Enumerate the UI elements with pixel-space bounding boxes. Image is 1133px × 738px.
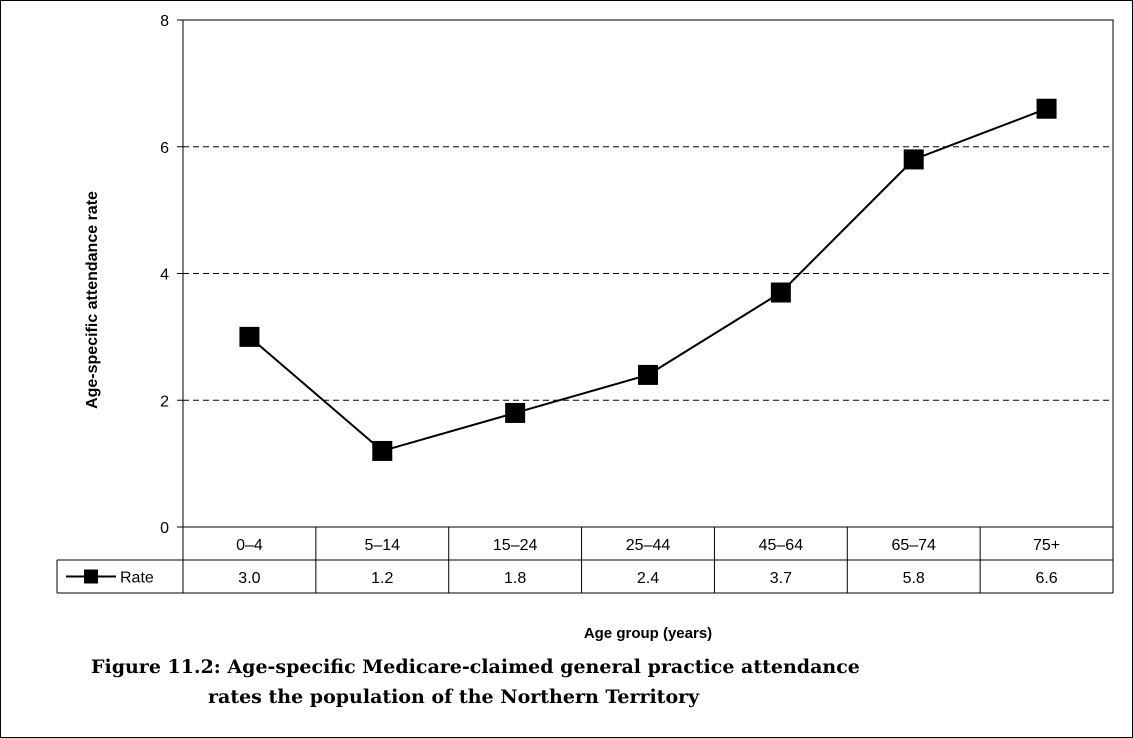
x-tick-label: 15–24: [493, 537, 538, 554]
table-value: 5.8: [903, 570, 925, 587]
data-table: 0–4 3.0 5–14 1.2 15–24 1.8 25–44 2.4 45–64 3.7 65–…: [56, 527, 1114, 594]
series-line: [248, 107, 1047, 453]
y-tick-label: 8: [160, 13, 169, 30]
legend-marker: [84, 569, 98, 584]
x-tick-label: 0–4: [236, 537, 263, 554]
table-value: 1.8: [504, 570, 526, 587]
data-point: [1036, 98, 1057, 119]
table-value: 3.7: [770, 570, 792, 587]
x-tick-label: 75+: [1033, 537, 1060, 554]
table-value: 2.4: [637, 570, 659, 587]
x-tick-label: 65–74: [891, 537, 936, 554]
data-point: [638, 364, 658, 385]
table-value: 3.0: [238, 570, 260, 587]
data-point: [372, 440, 393, 461]
x-axis-label: Age group (years): [584, 625, 712, 642]
caption-line-2: rates the population of the Northern Ter…: [208, 686, 700, 708]
y-ticks: 0 2 4 6 8: [160, 13, 183, 537]
x-tick-label: 45–64: [759, 537, 804, 554]
x-tick-label: 5–14: [364, 537, 400, 554]
y-axis-label: Age-specific attendance rate: [84, 191, 101, 409]
y-tick-label: 6: [160, 140, 169, 157]
legend-label: Rate: [120, 570, 154, 587]
data-point: [770, 282, 791, 303]
x-tick-label: 25–44: [626, 537, 671, 554]
y-tick-label: 0: [160, 520, 169, 537]
data-point: [239, 326, 260, 347]
table-value: 6.6: [1035, 570, 1057, 587]
gridlines: [183, 19, 1113, 401]
data-point: [505, 402, 526, 423]
caption-line-1: Figure 11.2: Age-specific Medicare-claim…: [91, 656, 860, 678]
y-tick-label: 2: [160, 393, 169, 410]
series-rate: [239, 98, 1057, 461]
figure-caption: Figure 11.2: Age-specific Medicare-claim…: [91, 652, 860, 712]
data-point: [903, 149, 924, 170]
table-value: 1.2: [371, 570, 393, 587]
y-tick-label: 4: [160, 267, 169, 284]
